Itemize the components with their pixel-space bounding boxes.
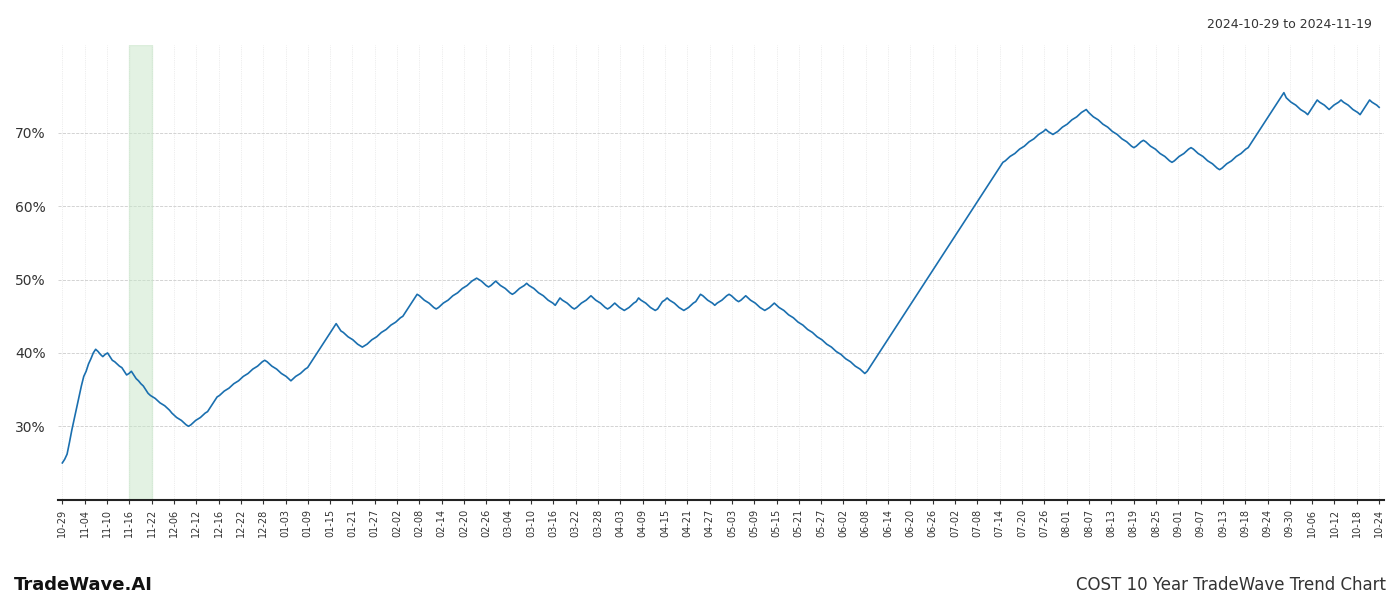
Text: 2024-10-29 to 2024-11-19: 2024-10-29 to 2024-11-19: [1207, 18, 1372, 31]
Bar: [129, 45, 151, 500]
Text: TradeWave.AI: TradeWave.AI: [14, 576, 153, 594]
Text: COST 10 Year TradeWave Trend Chart: COST 10 Year TradeWave Trend Chart: [1077, 576, 1386, 594]
